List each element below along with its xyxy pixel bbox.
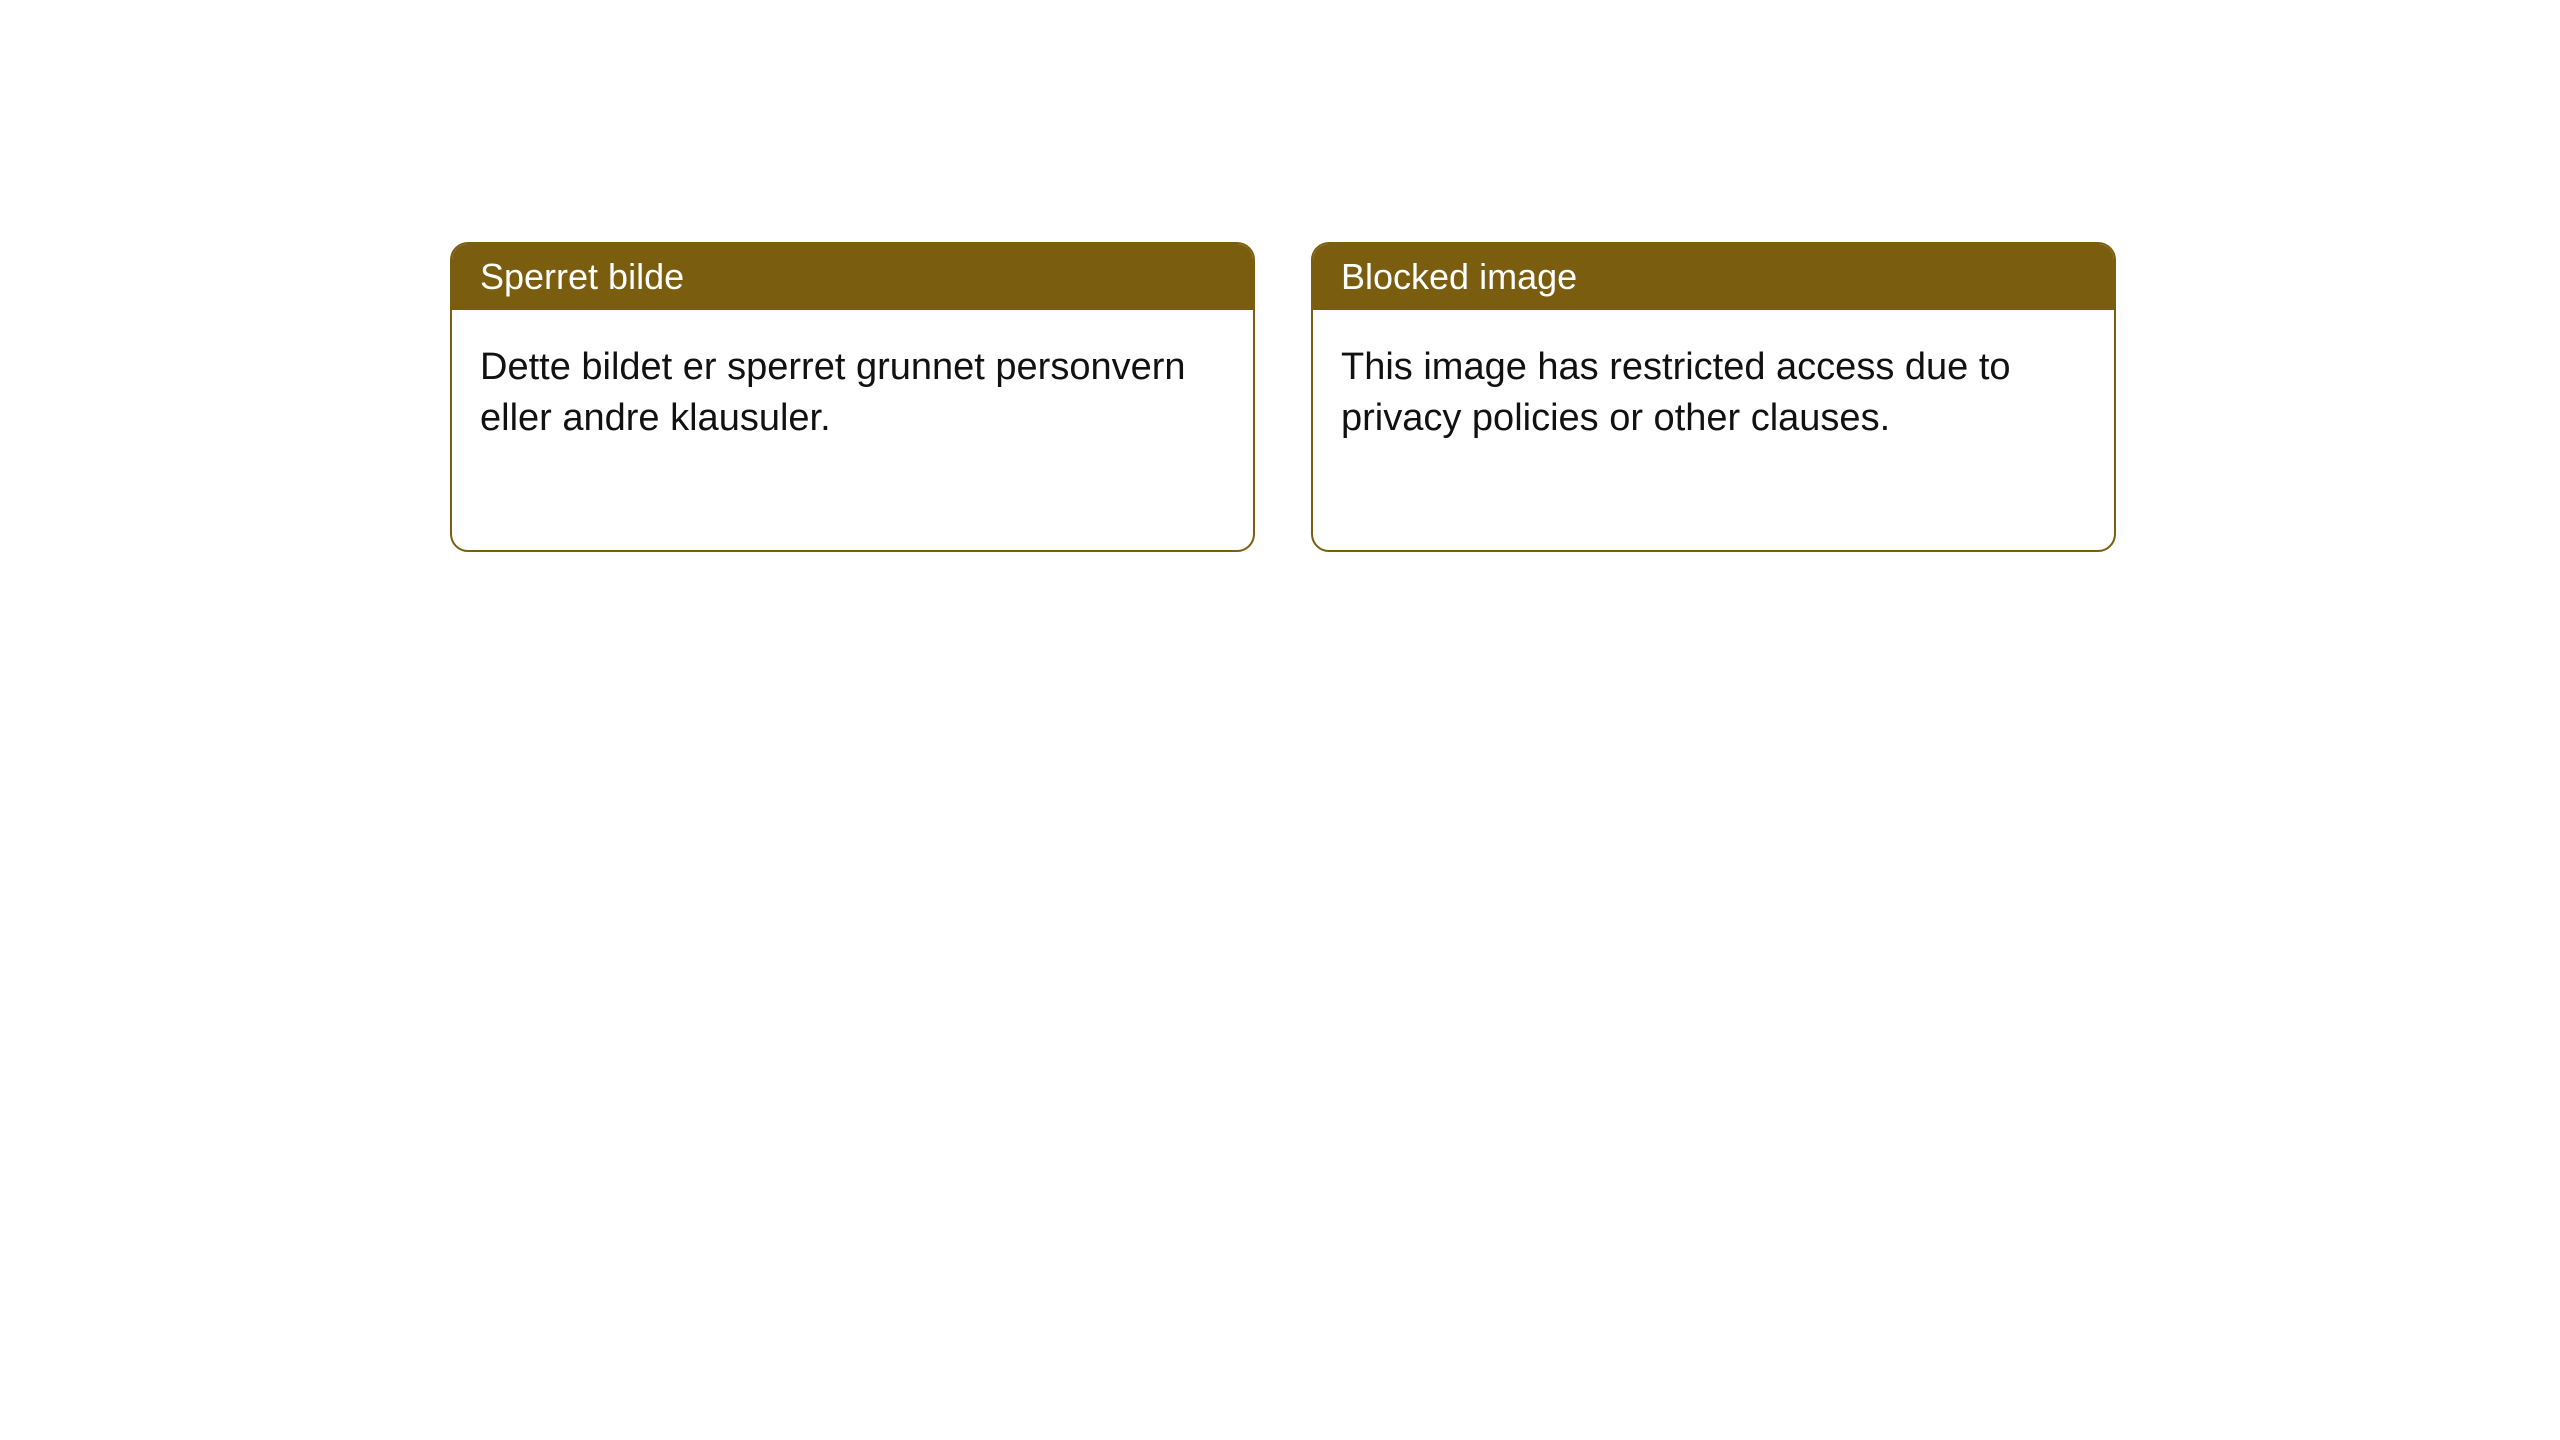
notice-card-english: Blocked image This image has restricted … [1311,242,2116,552]
notice-card-norwegian: Sperret bilde Dette bildet er sperret gr… [450,242,1255,552]
notice-title-english: Blocked image [1313,244,2114,310]
notice-container: Sperret bilde Dette bildet er sperret gr… [450,242,2116,552]
notice-title-norwegian: Sperret bilde [452,244,1253,310]
notice-body-english: This image has restricted access due to … [1313,310,2114,550]
notice-body-norwegian: Dette bildet er sperret grunnet personve… [452,310,1253,550]
